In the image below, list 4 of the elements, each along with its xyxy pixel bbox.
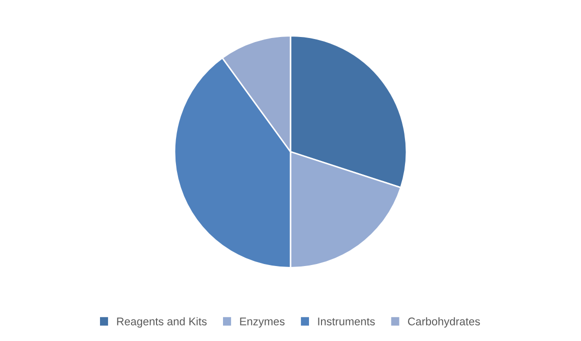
legend-label: Carbohydrates: [408, 317, 480, 328]
legend-label: Enzymes: [240, 318, 285, 328]
legend-label: Instruments: [318, 318, 375, 326]
legend-label: Reagents and Kits: [117, 317, 207, 328]
